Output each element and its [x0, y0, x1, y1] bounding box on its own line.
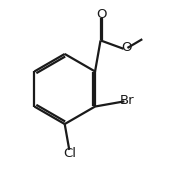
Text: Cl: Cl: [64, 147, 76, 160]
Text: O: O: [121, 41, 132, 54]
Text: Br: Br: [120, 94, 135, 107]
Text: O: O: [96, 8, 107, 21]
